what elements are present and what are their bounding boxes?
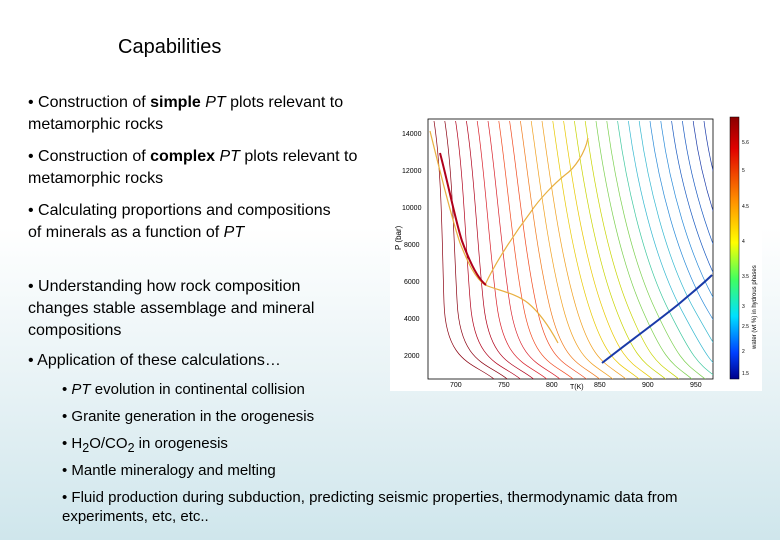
colorbar-tick: 5 bbox=[742, 168, 745, 174]
contour-line bbox=[649, 120, 713, 321]
colorbar-tick: 2 bbox=[742, 349, 745, 355]
sub-bullet-h2o-co2: • H2O/CO2 in orogenesis bbox=[62, 435, 228, 455]
contour-line bbox=[466, 120, 534, 379]
colorbar-tick: 4 bbox=[742, 239, 745, 245]
contour-line bbox=[563, 120, 653, 379]
colorbar-tick: 3 bbox=[742, 304, 745, 310]
contour-line bbox=[574, 120, 666, 379]
x-tick: 750 bbox=[498, 382, 510, 389]
contour-line bbox=[617, 120, 713, 376]
isopleth-contours bbox=[433, 120, 713, 379]
contour-line bbox=[509, 120, 587, 379]
y-axis-label: P (bar) bbox=[394, 225, 403, 250]
y-tick: 10000 bbox=[402, 205, 422, 212]
colorbar-tick: 2.5 bbox=[742, 324, 749, 330]
contour-line bbox=[530, 120, 614, 379]
slide-title: Capabilities bbox=[118, 36, 222, 58]
y-tick: 12000 bbox=[402, 168, 422, 175]
pt-phase-diagram: P (bar) 14000 12000 10000 8000 6000 4000… bbox=[390, 113, 762, 391]
sub-bullet-fluid: • Fluid production during subduction, pr… bbox=[62, 489, 678, 525]
x-tick: 900 bbox=[642, 382, 654, 389]
contour-line bbox=[692, 120, 713, 212]
colorbar-tick: 5.6 bbox=[742, 140, 749, 146]
colorbar-tick: 3.5 bbox=[742, 274, 749, 280]
y-tick: 2000 bbox=[404, 353, 420, 360]
x-axis-label: T(K) bbox=[570, 384, 584, 391]
sub-bullet-mantle: • Mantle mineralogy and melting bbox=[62, 462, 276, 479]
contour-line bbox=[671, 120, 713, 273]
y-tick: 4000 bbox=[404, 316, 420, 323]
contour-line bbox=[520, 120, 600, 379]
contour-line bbox=[552, 120, 640, 379]
y-axis: P (bar) 14000 12000 10000 8000 6000 4000… bbox=[394, 131, 422, 360]
bullet-rock-composition: • Understanding how rock composition cha… bbox=[28, 278, 315, 339]
x-tick: 800 bbox=[546, 382, 558, 389]
bullet-simple-pt: • Construction of simple PT plots releva… bbox=[28, 94, 344, 133]
contour-line bbox=[628, 120, 713, 364]
contour-line bbox=[584, 120, 680, 379]
contour-line bbox=[487, 120, 561, 379]
sub-bullet-granite: • Granite generation in the orogenesis bbox=[62, 408, 315, 425]
x-tick: 850 bbox=[594, 382, 606, 389]
y-tick: 6000 bbox=[404, 279, 420, 286]
sub-bullet-pt-evolution: • PT evolution in continental collision bbox=[62, 381, 305, 398]
contour-line bbox=[682, 120, 713, 245]
contour-line bbox=[638, 120, 713, 344]
x-tick: 950 bbox=[690, 382, 702, 389]
bullet-application: • Application of these calculations… bbox=[28, 352, 281, 369]
colorbar-label: water (wt %) in hydrous phases bbox=[752, 265, 758, 350]
contour-line bbox=[444, 120, 508, 379]
contour-line bbox=[606, 120, 706, 379]
contour-line bbox=[476, 120, 548, 379]
pt-diagram-svg: P (bar) 14000 12000 10000 8000 6000 4000… bbox=[394, 116, 758, 391]
plot-frame bbox=[427, 118, 714, 380]
phase-boundary bbox=[429, 130, 713, 364]
colorbar-tick: 4.5 bbox=[742, 204, 749, 210]
bullet-proportions: • Calculating proportions and compositio… bbox=[28, 202, 331, 241]
x-axis: 700 750 800 850 900 950 T(K) bbox=[450, 382, 702, 391]
contour-line bbox=[541, 120, 627, 379]
x-tick: 700 bbox=[450, 382, 462, 389]
contour-line bbox=[660, 120, 713, 298]
bullet-complex-pt: • Construction of complex PT plots relev… bbox=[28, 148, 358, 187]
colorbar-tick: 1.5 bbox=[742, 371, 749, 377]
contour-line bbox=[455, 120, 521, 379]
y-tick: 14000 bbox=[402, 131, 422, 138]
colorbar: 5.6 5 4.5 4 3.5 3 2.5 2 1.5 water (wt %)… bbox=[729, 116, 758, 380]
y-tick: 8000 bbox=[404, 242, 420, 249]
contour-line bbox=[595, 120, 693, 379]
